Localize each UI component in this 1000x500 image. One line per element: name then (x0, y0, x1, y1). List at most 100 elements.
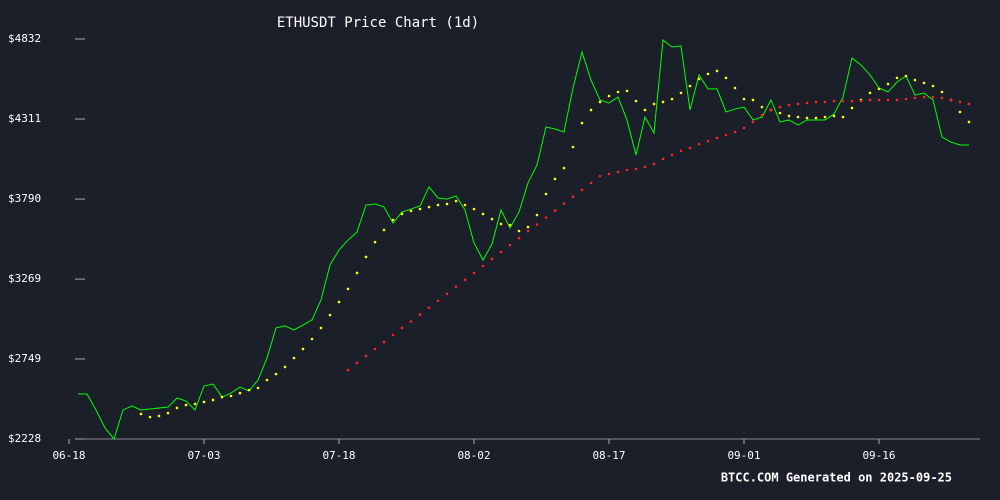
ma-dot (319, 326, 323, 330)
ma-dot (958, 110, 962, 114)
ma-dot (481, 264, 485, 268)
ma-dot (454, 285, 458, 289)
ma-dot (256, 386, 260, 390)
ma-dot (382, 228, 386, 232)
ma-dot (499, 222, 503, 226)
ma-dot (679, 91, 683, 95)
ma-dot (724, 76, 728, 80)
ma-dot (292, 356, 296, 360)
ma-dot (436, 299, 440, 303)
ma-dot (598, 174, 602, 178)
ma-dot (751, 98, 755, 102)
footer: BTCC.COM Generated on 2025-09-25 (721, 471, 952, 485)
ma-dot (148, 415, 152, 419)
ma-dot (679, 149, 683, 153)
ma-dot (850, 99, 854, 103)
ma-dot (562, 202, 566, 205)
ma-dot (409, 320, 413, 323)
ma-dot (409, 209, 413, 213)
chart-title: ETHUSDT Price Chart (1d) (277, 15, 479, 31)
ma-dot (832, 99, 836, 103)
ma-dot (535, 213, 539, 217)
ma-dot (661, 157, 665, 161)
ma-dot (814, 100, 818, 104)
ma-dot (337, 300, 341, 304)
ma-dot (598, 100, 602, 104)
ma-dot (832, 114, 836, 118)
ma-dot (445, 202, 449, 206)
ma-dot (544, 216, 548, 219)
ma-dot (166, 411, 170, 415)
ma-dot (652, 102, 656, 106)
ma-dot (796, 115, 800, 119)
ma-dot (355, 271, 359, 275)
ma-dot (229, 394, 233, 398)
price-line (78, 38, 969, 441)
ma-dot (661, 100, 665, 104)
ma-dot (283, 365, 287, 369)
x-tick-label: 06-18 (52, 449, 85, 462)
ma-dot (967, 120, 971, 124)
ma-dot (625, 168, 629, 172)
ma-dot (139, 412, 143, 416)
ma-dot (742, 97, 746, 101)
ma-dot (247, 388, 251, 392)
ma-dot (265, 378, 269, 382)
ma-dot (931, 95, 935, 99)
ma-dot (850, 106, 854, 110)
ma-dot (949, 98, 953, 102)
ma-dot (616, 90, 620, 94)
ma-dot (472, 271, 476, 275)
ma-dot (373, 240, 377, 244)
ma-dot (346, 287, 350, 291)
ma-dot (769, 108, 773, 112)
ma-dot (670, 97, 674, 101)
ma-dot (742, 126, 746, 130)
ma-dot (157, 414, 161, 418)
ma-dot (841, 99, 845, 103)
ma-dot (580, 121, 584, 125)
ma-dot (526, 225, 530, 229)
ma-dot (535, 223, 539, 226)
ma-dot (634, 167, 638, 171)
x-tick-label: 07-18 (322, 449, 355, 462)
ma-dot (355, 361, 359, 365)
ma-dot (301, 347, 305, 351)
ma-dot (454, 199, 458, 203)
ma-dot (400, 326, 404, 330)
ma-dot (697, 142, 701, 146)
ma-dot (715, 136, 719, 140)
ma-dot (463, 203, 467, 207)
ma-dot (706, 139, 710, 143)
ma-dot (508, 243, 512, 247)
ma-dot (814, 116, 818, 120)
ma-dot (913, 78, 917, 82)
ma-dot (751, 120, 755, 124)
ma-dot (841, 115, 845, 119)
ma-dot (607, 94, 611, 98)
ma-dot (886, 98, 890, 102)
ma-dot (733, 130, 737, 134)
ma-dot (877, 98, 881, 102)
y-tick-label: $2749 (8, 352, 41, 365)
ma-dot (445, 292, 449, 296)
ma-dot (697, 77, 701, 81)
ma-dot (589, 181, 593, 185)
ma-dot (643, 108, 647, 112)
ma-dot (382, 340, 386, 344)
ma-dot (823, 115, 827, 119)
ma-dot (967, 102, 971, 106)
ma-dot (886, 82, 890, 86)
ma-dot (553, 209, 557, 212)
ma-dot (805, 116, 809, 120)
ma-dot (823, 100, 827, 104)
ma-dot (940, 90, 944, 94)
ma-dot (211, 398, 215, 402)
ma-dot (175, 406, 179, 410)
ma-dot (724, 133, 728, 137)
y-tick-label: $2228 (8, 432, 41, 445)
ma-dot (931, 84, 935, 88)
ma-dot (652, 162, 656, 166)
ma-dot (328, 313, 332, 317)
